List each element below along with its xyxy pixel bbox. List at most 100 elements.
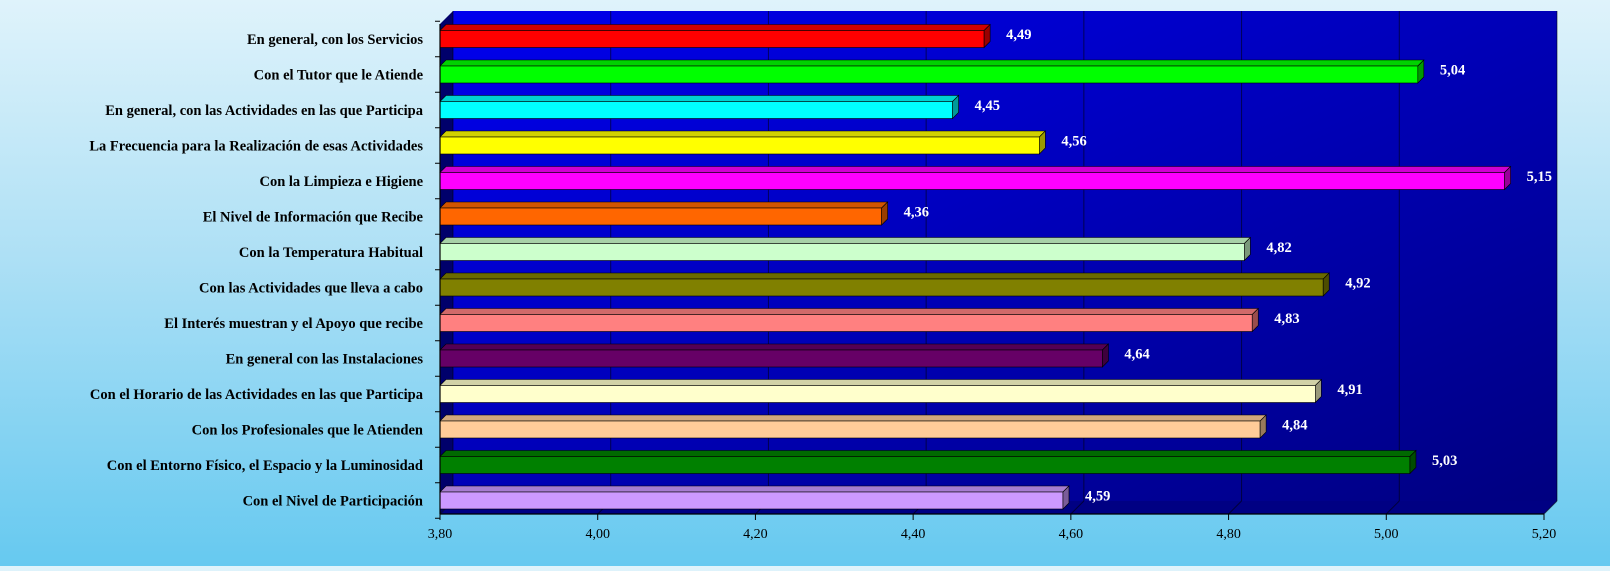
bar xyxy=(439,201,889,226)
category-label: En general, con las Actividades en las q… xyxy=(105,103,424,119)
gridline-floor xyxy=(1228,500,1242,515)
bar xyxy=(439,94,960,120)
x-tick-label: 5,20 xyxy=(1532,527,1557,542)
bar xyxy=(439,449,1417,475)
bar-top-face xyxy=(439,343,1110,351)
bar xyxy=(439,23,991,49)
bar-front-face xyxy=(439,420,1261,439)
bar xyxy=(439,307,1259,333)
data-label: 4,83 xyxy=(1274,311,1299,327)
gridline-floor xyxy=(1070,500,1085,515)
data-label: 4,59 xyxy=(1085,489,1110,505)
bar-end-face xyxy=(1409,449,1417,475)
x-tick-label: 5,00 xyxy=(1374,527,1399,542)
bar-top-face xyxy=(439,237,1252,244)
x-tick-label: 3,80 xyxy=(428,527,453,542)
bar-end-face xyxy=(1259,414,1267,439)
category-label: En general, con los Servicios xyxy=(247,32,423,48)
bar-top-face xyxy=(439,166,1512,173)
labels: En general, con los Servicios Con el Tuto… xyxy=(89,27,1556,542)
bar-top-face xyxy=(439,414,1267,422)
x-tick-label: 4,20 xyxy=(743,527,768,542)
bar-top-face xyxy=(439,59,1425,67)
bar-end-face xyxy=(952,94,959,120)
bar-end-face xyxy=(1322,272,1330,297)
bar-top-face xyxy=(439,24,991,31)
bar xyxy=(439,165,1512,191)
category-label: El Interés muestran y el Apoyo que recib… xyxy=(164,316,423,332)
axes xyxy=(435,20,1545,520)
bar-top-face xyxy=(439,450,1417,457)
bar xyxy=(439,343,1110,368)
bar-front-face xyxy=(439,65,1419,84)
bar xyxy=(439,414,1267,439)
bar-front-face xyxy=(439,243,1245,261)
bar-end-face xyxy=(1062,485,1070,510)
bar-end-face xyxy=(1417,59,1425,84)
bar-top-face xyxy=(439,272,1330,280)
bar-end-face xyxy=(1504,165,1511,191)
plot-area xyxy=(440,11,1557,514)
bar-front-face xyxy=(439,207,882,226)
bar-top-face xyxy=(439,130,1047,138)
bar-front-face xyxy=(439,385,1316,403)
data-label: 4,45 xyxy=(975,98,1000,114)
bars xyxy=(439,23,1512,510)
bar-end-face xyxy=(983,23,991,49)
bar-top-face xyxy=(439,95,960,102)
bar-end-face xyxy=(1244,236,1251,262)
bar-front-face xyxy=(439,101,953,119)
data-label: 4,64 xyxy=(1124,347,1149,363)
bar-end-face xyxy=(1315,378,1322,404)
data-label: 5,15 xyxy=(1527,169,1552,185)
bar-front-face xyxy=(439,314,1253,332)
category-label: Con el Horario de las Actividades en las… xyxy=(90,387,424,403)
bar-front-face xyxy=(439,136,1040,155)
category-label: El Nivel de Información que Recibe xyxy=(203,210,424,226)
bar-end-face xyxy=(881,201,888,226)
bar xyxy=(439,130,1047,155)
data-label: 4,56 xyxy=(1061,134,1086,150)
bar-end-face xyxy=(1251,307,1259,333)
bar xyxy=(439,59,1425,84)
bar-front-face xyxy=(439,172,1505,190)
data-label: 5,04 xyxy=(1440,63,1465,79)
bar-end-face xyxy=(1102,343,1109,368)
bar-top-face xyxy=(439,201,889,209)
bar-front-face xyxy=(439,349,1103,368)
plot-side-wall xyxy=(440,11,453,514)
data-label: 4,92 xyxy=(1345,276,1370,292)
category-label: Con el Nivel de Participación xyxy=(243,494,423,510)
data-label: 4,49 xyxy=(1006,27,1031,43)
bar xyxy=(439,272,1330,297)
category-label: Con la Temperatura Habitual xyxy=(239,245,423,261)
x-tick-label: 4,40 xyxy=(901,527,926,542)
bar-front-face xyxy=(439,30,985,48)
bar-top-face xyxy=(439,379,1323,386)
x-tick-label: 4,00 xyxy=(585,527,610,542)
category-label: Con la Limpieza e Higiene xyxy=(259,174,423,190)
bar-front-face xyxy=(439,456,1411,474)
data-label: 4,91 xyxy=(1337,382,1362,398)
data-label: 4,36 xyxy=(904,205,929,221)
gridline-floor xyxy=(1385,500,1400,515)
x-tick-label: 4,60 xyxy=(1059,527,1084,542)
category-label: Con el Tutor que le Atiende xyxy=(254,68,424,84)
category-label: En general con las Instalaciones xyxy=(226,352,424,368)
category-label: Con los Profesionales que le Atienden xyxy=(192,423,423,439)
category-label: Con las Actividades que lleva a cabo xyxy=(199,281,423,297)
bar-top-face xyxy=(439,485,1070,493)
bar xyxy=(439,485,1070,510)
data-label: 4,84 xyxy=(1282,418,1307,434)
bar-top-face xyxy=(439,308,1259,315)
gridline-floor xyxy=(1543,500,1558,515)
bar xyxy=(439,378,1323,404)
category-label: Con el Entorno Físico, el Espacio y la L… xyxy=(107,458,423,474)
data-label: 4,82 xyxy=(1266,240,1291,256)
bar-front-face xyxy=(439,491,1064,510)
category-label: La Frecuencia para la Realización de esa… xyxy=(89,139,423,155)
bar-front-face xyxy=(439,278,1324,297)
bar-end-face xyxy=(1039,130,1046,155)
